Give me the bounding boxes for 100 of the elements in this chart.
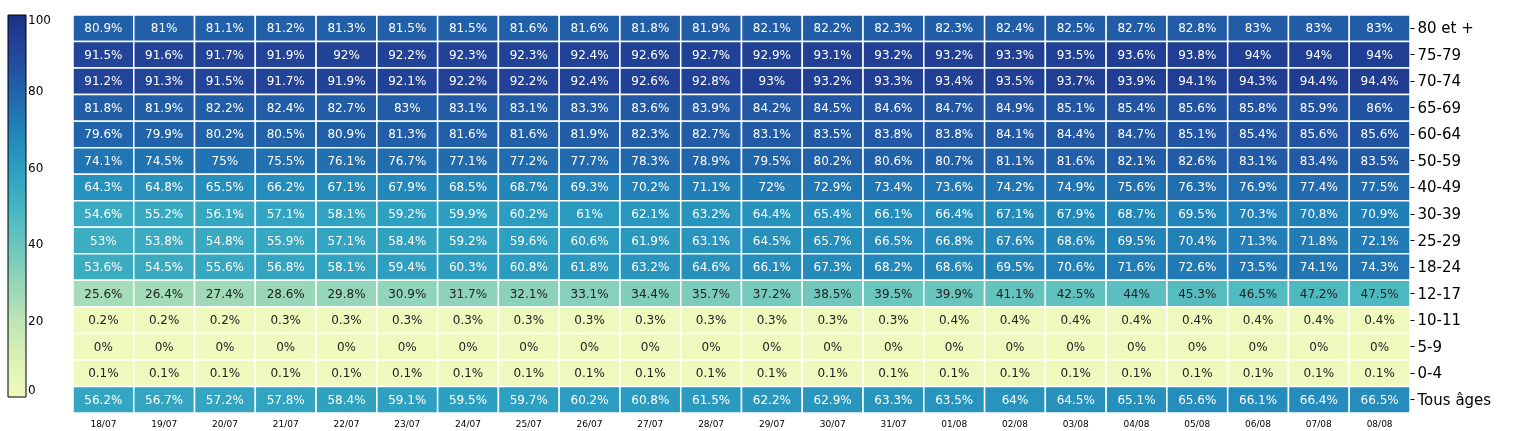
data-label: 60.3% <box>448 260 488 275</box>
data-label: 74.5% <box>145 153 184 168</box>
data-label: 91.9% <box>327 74 366 89</box>
data-label: 79.5% <box>752 153 791 168</box>
data-label: 72.1% <box>1360 233 1399 248</box>
x-tick-label: 21/07 <box>272 418 299 429</box>
data-label: 68.2% <box>874 260 913 275</box>
data-label: 0% <box>1309 339 1329 354</box>
data-label: 66.8% <box>935 233 974 248</box>
data-label: 60.6% <box>570 233 609 248</box>
data-label: 0.1% <box>635 366 666 381</box>
data-label: 59.7% <box>509 392 548 407</box>
data-label: 77.1% <box>448 153 488 168</box>
data-label: 94% <box>1244 47 1272 62</box>
data-label: 0.4% <box>1121 313 1152 328</box>
data-label: 53% <box>90 233 117 248</box>
data-label: 76.7% <box>388 153 427 168</box>
data-label: 63.3% <box>874 392 913 407</box>
data-label: 81.8% <box>84 100 123 115</box>
x-tick-label: 02/08 <box>1002 418 1029 429</box>
data-label: 54.6% <box>84 207 123 221</box>
data-label: 82.7% <box>692 127 731 142</box>
data-label: 0% <box>93 339 113 354</box>
y-tick-label: 30-39 <box>1417 205 1462 223</box>
data-label: 0.1% <box>513 366 545 381</box>
data-label: 0.1% <box>1060 366 1091 381</box>
data-label: 34.4% <box>631 286 670 301</box>
data-label: 38.5% <box>813 286 852 301</box>
data-label: 39.5% <box>874 286 913 301</box>
data-label: 92.8% <box>692 74 731 89</box>
x-tick-label: 28/07 <box>698 418 725 429</box>
data-label: 85.6% <box>1178 100 1217 115</box>
data-label: 0.4% <box>1303 313 1335 328</box>
data-label: 53.8% <box>145 233 184 248</box>
data-label: 93.5% <box>995 74 1035 89</box>
data-label: 0.1% <box>392 366 423 381</box>
data-label: 78.9% <box>692 153 731 168</box>
data-label: 92.7% <box>692 47 731 62</box>
data-label: 81.9% <box>692 21 731 36</box>
data-label: 93.6% <box>1117 47 1156 62</box>
data-label: 62.1% <box>631 207 670 221</box>
data-label: 63.1% <box>692 233 731 248</box>
data-label: 0.1% <box>878 366 909 381</box>
data-label: 68.5% <box>448 180 488 195</box>
data-label: 26.4% <box>145 286 184 301</box>
data-label: 83.1% <box>752 127 791 142</box>
data-label: 55.9% <box>266 233 305 248</box>
x-tick-label: 19/07 <box>151 418 178 429</box>
data-label: 83.3% <box>570 100 609 115</box>
data-label: 0.1% <box>270 366 301 381</box>
data-label: 67.3% <box>813 260 852 275</box>
data-label: 85.4% <box>1117 100 1156 115</box>
data-label: 53.6% <box>84 260 123 275</box>
data-label: 62.9% <box>813 392 852 407</box>
data-label: 0.2% <box>88 313 119 328</box>
data-label: 69.5% <box>995 260 1035 275</box>
data-label: 73.6% <box>935 180 974 195</box>
data-label: 83% <box>393 100 421 115</box>
data-label: 73.5% <box>1239 260 1278 275</box>
data-label: 92% <box>333 47 360 62</box>
data-label: 72.9% <box>813 180 852 195</box>
data-label: 0.1% <box>1364 366 1395 381</box>
color-bar-label: 40 <box>28 237 44 252</box>
data-label: 67.6% <box>995 233 1035 248</box>
data-label: 84.9% <box>995 100 1035 115</box>
data-label: 83.9% <box>692 100 731 115</box>
data-label: 68.6% <box>935 260 974 275</box>
data-label: 81.2% <box>266 21 305 36</box>
data-label: 81.3% <box>327 21 366 36</box>
data-label: 83% <box>1305 21 1333 36</box>
data-label: 76.9% <box>1239 180 1278 195</box>
data-label: 0.1% <box>88 366 119 381</box>
data-label: 0.3% <box>756 313 788 328</box>
data-label: 91.7% <box>205 47 244 62</box>
data-label: 82.1% <box>752 21 791 36</box>
data-label: 56.8% <box>266 260 305 275</box>
data-label: 71.1% <box>692 180 731 195</box>
data-label: 81.9% <box>570 127 609 142</box>
data-label: 85.4% <box>1239 127 1278 142</box>
data-label: 66.5% <box>1360 392 1399 407</box>
data-label: 80.9% <box>327 127 366 142</box>
data-label: 0% <box>944 339 964 354</box>
data-label: 46.5% <box>1239 286 1278 301</box>
y-tick-label: 50-59 <box>1417 151 1462 170</box>
data-label: 0% <box>823 339 843 354</box>
data-label: 63.2% <box>631 260 670 275</box>
data-label: 82.3% <box>935 21 974 36</box>
data-label: 66.1% <box>874 207 913 221</box>
data-label: 0% <box>1066 339 1086 354</box>
data-label: 61.9% <box>631 233 670 248</box>
x-tick-label: 20/07 <box>211 418 238 429</box>
x-tick-label: 06/08 <box>1245 418 1272 429</box>
data-label: 84.6% <box>874 100 913 115</box>
data-label: 60.2% <box>570 392 609 407</box>
data-label: 84.1% <box>995 127 1035 142</box>
data-label: 81.6% <box>509 127 548 142</box>
data-label: 76.3% <box>1178 180 1217 195</box>
data-label: 94% <box>1305 47 1333 62</box>
data-label: 60.8% <box>631 392 670 407</box>
data-label: 92.2% <box>388 47 427 62</box>
